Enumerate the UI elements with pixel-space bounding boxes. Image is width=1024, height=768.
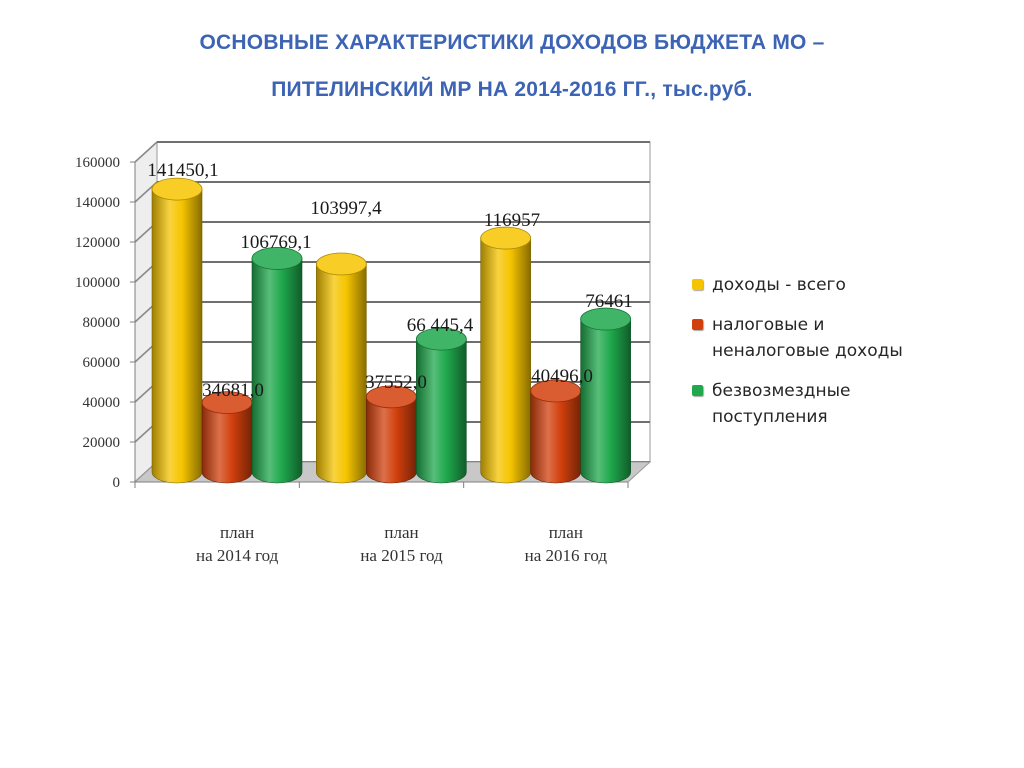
legend-item-2: налоговые и неналоговые доходы — [690, 312, 990, 364]
legend-item-1: доходы - всего — [690, 272, 990, 298]
x-category-label: план — [220, 523, 254, 542]
data-label: 103997,4 — [310, 198, 382, 219]
y-tick-label: 80000 — [83, 315, 121, 331]
x-category-label: на 2015 год — [360, 546, 443, 565]
y-tick-label: 120000 — [75, 235, 120, 251]
bar-cylinder-top — [580, 307, 632, 331]
x-category-label: на 2016 год — [525, 546, 608, 565]
bar-cylinder-1 — [316, 263, 367, 484]
bar-cylinder-2 — [201, 402, 253, 484]
legend-swatch — [692, 279, 703, 290]
legend-swatch — [692, 385, 703, 396]
y-tick-label: 40000 — [83, 395, 121, 411]
data-label: 66 445,4 — [407, 315, 474, 336]
chart-title-line2: ПИТЕЛИНСКИЙ МР НА 2014-2016 ГГ., тыс.руб… — [271, 78, 753, 101]
bar-cylinder-1 — [480, 237, 531, 484]
bar-cylinder-3 — [251, 258, 303, 484]
y-tick-label: 160000 — [75, 155, 120, 171]
bar-cylinder-top — [315, 252, 367, 276]
bar-cylinder-2 — [530, 390, 581, 484]
y-tick-label: 20000 — [83, 435, 121, 451]
chart-title-line1: ОСНОВНЫЕ ХАРАКТЕРИСТИКИ ДОХОДОВ БЮДЖЕТА … — [199, 31, 825, 54]
bar-cylinder-top — [151, 177, 203, 201]
bar-cylinder-1 — [151, 188, 203, 484]
data-label: 106769,1 — [240, 232, 311, 253]
bar-cylinder-top — [480, 226, 532, 250]
y-tick-label: 140000 — [75, 195, 120, 211]
data-label: 116957 — [484, 210, 540, 231]
y-tick-label: 0 — [113, 475, 121, 491]
x-category-label: план — [384, 523, 418, 542]
data-label: 141450,1 — [147, 160, 218, 181]
bar-cylinder-3 — [580, 318, 631, 484]
bar-cylinder-3 — [416, 338, 467, 484]
data-label: 37552,0 — [365, 372, 427, 393]
x-category-label: план — [549, 523, 583, 542]
bar-cylinder-2 — [366, 396, 417, 484]
bar-cylinder-top — [415, 327, 467, 351]
data-label: 40496,0 — [531, 366, 593, 387]
legend-item-3: безвозмездные поступления — [690, 378, 990, 430]
bar-cylinder-top — [251, 247, 303, 270]
legend-swatch — [692, 319, 703, 330]
legend-label: безвозмездные поступления — [712, 381, 851, 427]
y-tick-label: 60000 — [83, 355, 121, 371]
y-tick-label: 100000 — [75, 275, 120, 291]
legend-label: доходы - всего — [712, 275, 846, 295]
x-category-label: на 2014 год — [196, 546, 279, 565]
data-label: 34681,0 — [202, 380, 264, 401]
gridline-diag — [134, 141, 158, 163]
legend-label: налоговые и неналоговые доходы — [712, 315, 903, 361]
chart-legend: доходы - всего налоговые и неналоговые до… — [690, 272, 990, 444]
data-label: 76461 — [585, 291, 633, 312]
